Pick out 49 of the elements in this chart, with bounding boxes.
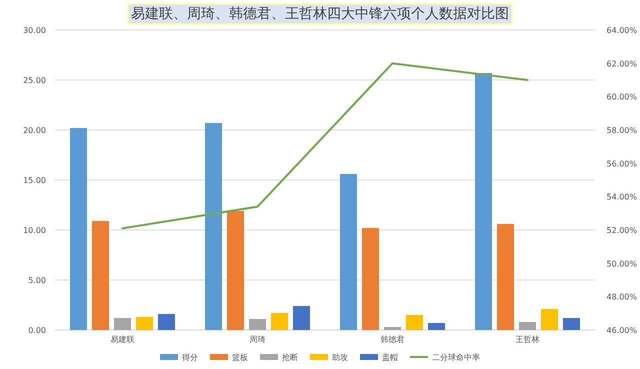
bar [227,211,244,330]
bar [205,123,222,330]
y2-tick-label: 50.00% [606,259,638,268]
y2-tick-label: 56.00% [606,159,638,168]
y2-tick-label: 52.00% [606,226,638,235]
legend-label: 得分 [182,353,198,362]
bar [92,221,109,330]
bar [475,73,492,330]
legend-label: 助攻 [332,353,348,362]
bar [563,318,580,330]
chart-title: 易建联、周琦、韩德君、王哲林四大中锋六项个人数据对比图 [131,6,509,22]
bar [293,306,310,330]
y-tick-label: 10.00 [23,226,46,235]
y2-tick-label: 54.00% [606,192,638,202]
bar [249,319,266,330]
bar [114,318,131,330]
y2-tick-label: 48.00% [606,292,638,302]
y2-tick-label: 46.00% [606,326,638,335]
y-tick-label: 0.00 [28,326,46,335]
legend-label: 二分球命中率 [432,353,480,362]
bar [271,313,288,330]
line-series [122,62,528,230]
bar [158,314,175,330]
bar [70,128,87,330]
y2-tick-label: 62.00% [606,59,638,68]
y2-tick-label: 60.00% [606,92,638,102]
bar [497,224,514,330]
y-tick-label: 25.00 [23,76,46,85]
bar [428,323,445,330]
bar [541,309,558,330]
x-tick-label: 周琦 [250,335,266,344]
legend-label: 抢断 [282,353,298,362]
bar [340,174,357,330]
bar [519,322,536,330]
legend-label: 篮板 [232,353,248,362]
y2-tick-label: 64.00% [606,26,638,35]
y2-tick-label: 58.00% [606,126,638,135]
legend-label: 盖帽 [382,353,398,362]
bar [406,315,423,330]
y-tick-label: 5.00 [28,276,46,285]
y-tick-label: 30.00 [23,26,46,35]
x-tick-label: 韩德君 [380,335,404,344]
x-tick-label: 王哲林 [516,335,540,344]
bar [136,317,153,330]
x-tick-label: 易建联 [110,335,134,344]
bar [384,327,401,330]
y-tick-label: 20.00 [23,126,46,135]
bar [362,228,379,330]
y-tick-label: 15.00 [23,176,46,185]
